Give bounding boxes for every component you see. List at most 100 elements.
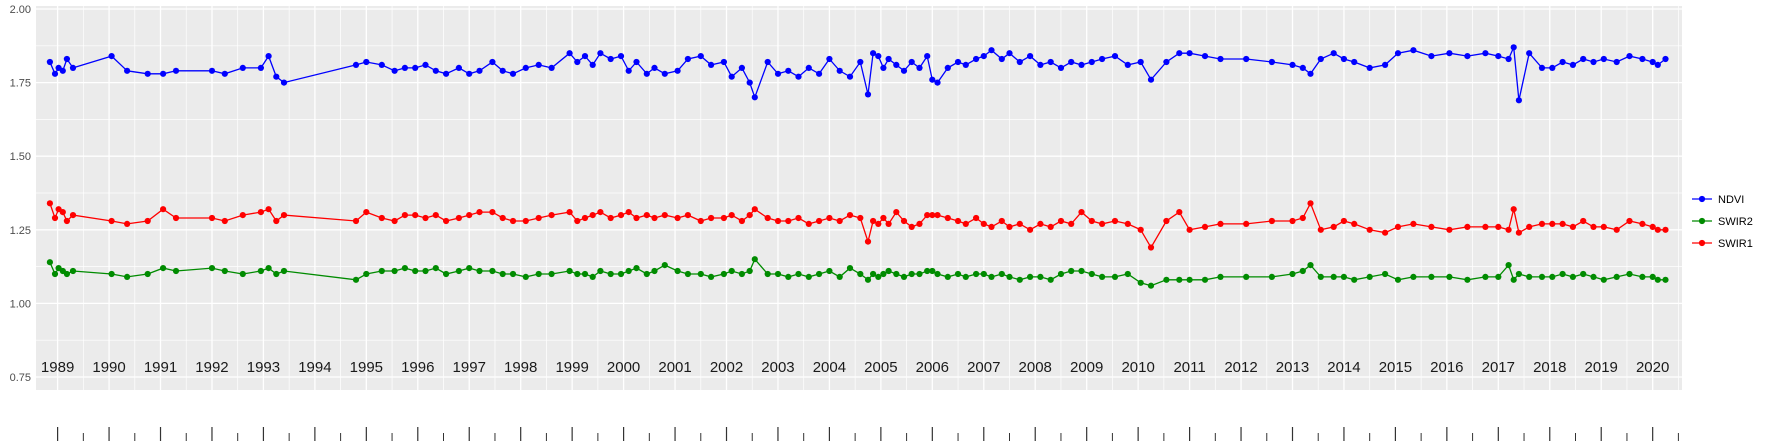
data-point [870, 50, 877, 57]
data-point [633, 265, 640, 272]
data-point [257, 209, 264, 216]
data-point [916, 64, 923, 71]
data-point [1088, 58, 1095, 66]
data-point [1626, 53, 1633, 60]
data-point [1037, 273, 1044, 280]
data-point [257, 267, 264, 275]
data-point [1559, 220, 1566, 227]
data-point [1006, 273, 1013, 280]
data-point [1505, 226, 1512, 233]
data-point [1505, 55, 1512, 63]
data-point [1006, 50, 1013, 57]
legend-key-point [1698, 217, 1706, 225]
data-point [864, 238, 872, 245]
x-tick-label: 2004 [813, 359, 846, 376]
x-tick-label: 2012 [1224, 359, 1257, 376]
data-point [1111, 217, 1119, 225]
data-point [391, 217, 398, 225]
data-point [548, 270, 555, 278]
x-tick-label: 1990 [92, 359, 125, 376]
data-point [846, 265, 854, 272]
data-point [1495, 273, 1502, 280]
data-point [1382, 61, 1389, 68]
data-point [1366, 226, 1373, 233]
data-point [1124, 61, 1131, 68]
data-point [476, 209, 483, 216]
data-point [708, 214, 715, 222]
data-point [1366, 64, 1373, 71]
data-point [1016, 276, 1023, 283]
x-tick-label: 1996 [401, 359, 434, 376]
data-point [1047, 276, 1054, 283]
data-point [548, 64, 555, 71]
data-point [597, 267, 604, 275]
data-point [1613, 273, 1620, 280]
data-point [239, 270, 246, 278]
x-tick-label: 2020 [1636, 359, 1669, 376]
data-point [221, 267, 228, 275]
data-point [1176, 276, 1183, 283]
data-point [466, 212, 473, 219]
data-point [651, 214, 658, 222]
y-tick-label: 1.75 [10, 78, 31, 90]
data-point [352, 276, 360, 283]
data-point [401, 212, 408, 219]
data-point [746, 79, 753, 86]
data-point [1410, 273, 1417, 280]
x-tick-label: 1993 [247, 359, 280, 376]
data-point [1307, 70, 1314, 77]
data-point [1111, 273, 1119, 280]
data-point [280, 79, 288, 86]
data-point [651, 267, 658, 275]
data-point [1446, 273, 1453, 280]
data-point [1654, 226, 1661, 233]
data-point [1351, 220, 1358, 227]
data-point [535, 270, 542, 278]
plot-panel [36, 6, 1682, 390]
data-point [69, 212, 77, 219]
data-point [239, 64, 246, 71]
data-point [401, 265, 408, 272]
data-point [1217, 220, 1224, 227]
data-point [934, 270, 941, 278]
series-swir2 [46, 256, 1669, 289]
data-point [172, 67, 180, 74]
data-point [1201, 276, 1209, 283]
data-point [816, 70, 823, 77]
data-point [625, 267, 632, 275]
data-point [1163, 217, 1170, 225]
data-point [1099, 220, 1106, 227]
data-point [1569, 61, 1576, 68]
data-point [1482, 273, 1489, 280]
data-point [1654, 61, 1661, 68]
data-point [1147, 244, 1155, 251]
data-point [422, 267, 429, 275]
data-point [893, 270, 900, 278]
data-point [929, 76, 936, 83]
data-point [443, 270, 450, 278]
data-point [589, 212, 596, 219]
data-point [172, 214, 180, 222]
data-point [625, 209, 632, 216]
x-tick-label: 1997 [453, 359, 486, 376]
data-point [1340, 55, 1347, 63]
data-point [1515, 229, 1522, 236]
data-point [265, 206, 272, 213]
x-tick-label: 1989 [41, 359, 74, 376]
data-point [795, 270, 802, 278]
data-point [720, 214, 728, 222]
data-point [352, 61, 360, 68]
x-tick-label: 2007 [967, 359, 1000, 376]
data-point [908, 223, 915, 230]
data-point [738, 217, 746, 225]
data-point [1538, 220, 1546, 227]
data-point [1549, 64, 1556, 71]
data-point [1137, 58, 1144, 66]
data-point [1111, 53, 1119, 60]
data-point [625, 67, 632, 74]
data-point [795, 73, 802, 80]
legend-key-point [1698, 239, 1706, 247]
data-point [857, 58, 864, 66]
data-point [1428, 53, 1435, 60]
data-point [870, 217, 877, 225]
